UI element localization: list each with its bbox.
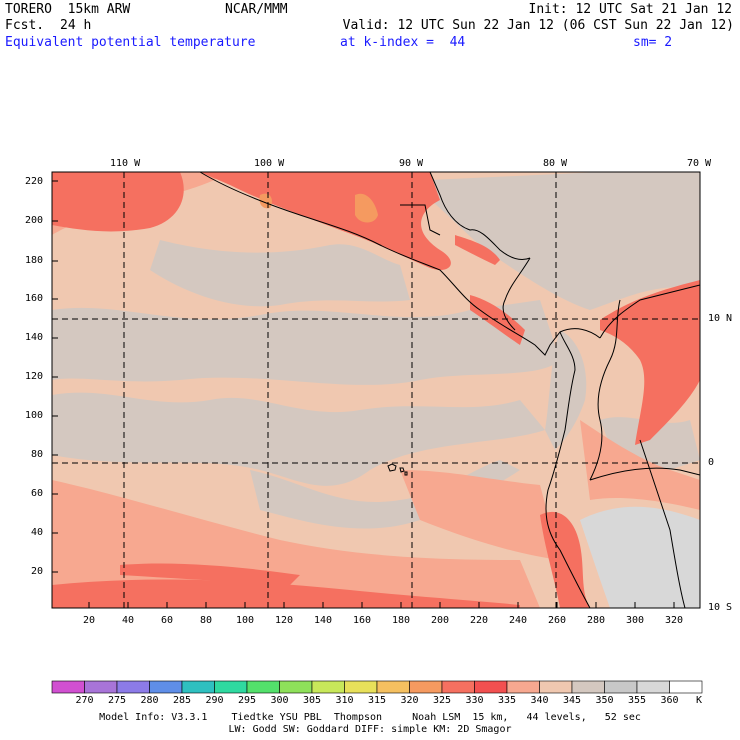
colorbar-level-label: 330 [465, 695, 484, 706]
colorbar-swatch [344, 680, 378, 694]
y-tick-80: 80 [31, 449, 44, 460]
x-tick-120: 120 [275, 615, 294, 626]
y-tick-200: 200 [25, 215, 44, 226]
colorbar-level-label: 270 [75, 695, 94, 706]
colorbar-swatch [409, 680, 443, 694]
x-tick-240: 240 [509, 615, 528, 626]
map-frame [51, 171, 701, 609]
lon-label-80w: 80 W [543, 158, 568, 169]
colorbar-level-label: 280 [140, 695, 159, 706]
x-tick-220: 220 [470, 615, 489, 626]
x-tick-200: 200 [431, 615, 450, 626]
colorbar-level-label: 320 [400, 695, 419, 706]
colorbar-swatch [669, 680, 703, 694]
colorbar-swatch [376, 680, 410, 694]
colorbar-level-label: 325 [433, 695, 452, 706]
axis-ticks [52, 180, 675, 608]
colorbar-swatch [116, 680, 150, 694]
colorbar-swatch [214, 680, 248, 694]
colorbar-level-label: 310 [335, 695, 354, 706]
colorbar-level-label: 295 [238, 695, 257, 706]
colorbar-swatch [246, 680, 280, 694]
y-tick-140: 140 [25, 332, 44, 343]
colorbar-level-label: 300 [270, 695, 289, 706]
forecast-label: Fcst. [5, 18, 45, 33]
y-tick-160: 160 [25, 293, 44, 304]
x-tick-100: 100 [236, 615, 255, 626]
colorbar-level-label: 285 [173, 695, 192, 706]
model-info-line2: LW: Godd SW: Goddard DIFF: simple KM: 2D… [228, 724, 512, 735]
colorbar-swatch [571, 680, 605, 694]
x-tick-160: 160 [353, 615, 372, 626]
colorbar-swatch [51, 680, 85, 694]
colorbar-level-label: 355 [628, 695, 647, 706]
colorbar-swatch [506, 680, 540, 694]
colorbar-swatch [441, 680, 475, 694]
lon-label-110w: 110 W [110, 158, 141, 169]
x-tick-180: 180 [392, 615, 411, 626]
center-name: NCAR/MMM [225, 2, 288, 17]
x-tick-260: 260 [548, 615, 567, 626]
y-tick-60: 60 [31, 488, 44, 499]
colorbar [51, 680, 703, 694]
colorbar-level-label: 360 [660, 695, 679, 706]
model-name: TORERO 15km ARW [5, 2, 131, 17]
colorbar-unit-label: K [696, 695, 703, 706]
y-tick-180: 180 [25, 255, 44, 266]
x-tick-60: 60 [161, 615, 174, 626]
y-tick-120: 120 [25, 371, 44, 382]
level-info: at k-index = 44 [340, 35, 466, 50]
y-tick-40: 40 [31, 527, 44, 538]
x-tick-280: 280 [587, 615, 606, 626]
x-tick-80: 80 [200, 615, 213, 626]
colorbar-level-label: 275 [108, 695, 127, 706]
colorbar-swatch [279, 680, 313, 694]
colorbar-level-label: 335 [498, 695, 517, 706]
forecast-hour: 24 h [60, 18, 92, 33]
colorbar-level-label: 315 [368, 695, 387, 706]
x-tick-40: 40 [122, 615, 135, 626]
colorbar-swatch [474, 680, 508, 694]
field-name: Equivalent potential temperature [5, 35, 256, 50]
colorbar-swatch [311, 680, 345, 694]
filled-contours [52, 172, 700, 608]
lat-label-10n: 10 N [708, 313, 733, 324]
graticule [52, 172, 700, 608]
colorbar-level-label: 305 [303, 695, 322, 706]
lat-label-equator: 0 [708, 457, 715, 468]
colorbar-swatch [181, 680, 215, 694]
x-tick-20: 20 [83, 615, 96, 626]
colorbar-level-label: 350 [595, 695, 614, 706]
x-tick-140: 140 [314, 615, 333, 626]
y-tick-20: 20 [31, 566, 44, 577]
lon-label-90w: 90 W [399, 158, 424, 169]
valid-time: Valid: 12 UTC Sun 22 Jan 12 (06 CST Sun … [342, 18, 734, 33]
init-time: Init: 12 UTC Sat 21 Jan 12 [528, 2, 733, 17]
lon-label-100w: 100 W [254, 158, 285, 169]
colorbar-swatch [84, 680, 118, 694]
x-tick-300: 300 [626, 615, 645, 626]
colorbar-swatch [149, 680, 183, 694]
y-tick-220: 220 [25, 176, 44, 187]
colorbar-swatch [604, 680, 638, 694]
colorbar-level-label: 340 [530, 695, 549, 706]
y-tick-100: 100 [25, 410, 44, 421]
lon-label-70w: 70 W [687, 158, 712, 169]
smoothing-info: sm= 2 [633, 35, 673, 50]
model-info-line1: Model Info: V3.3.1 Tiedtke YSU PBL Thomp… [99, 712, 641, 723]
lat-label-10s: 10 S [708, 602, 733, 613]
x-tick-320: 320 [665, 615, 684, 626]
colorbar-swatch [539, 680, 573, 694]
colorbar-swatch [636, 680, 670, 694]
colorbar-level-label: 345 [563, 695, 582, 706]
colorbar-level-label: 290 [205, 695, 224, 706]
